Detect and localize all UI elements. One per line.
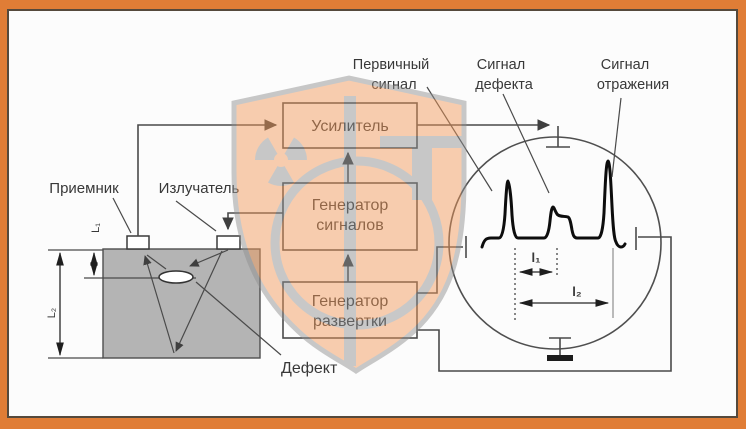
generator-to-emitter-wire xyxy=(222,212,283,231)
primary-signal-label-line1: Первичный xyxy=(353,57,429,73)
emitter-probe xyxy=(216,235,241,250)
receiver-label: Приемник xyxy=(49,180,119,197)
receiver-to-amplifier-wire xyxy=(137,119,278,236)
sweep-to-left-plate-wire xyxy=(417,246,463,294)
signal-generator-label-line2: сигналов xyxy=(316,217,383,234)
dimension-L1-label: L₁ xyxy=(90,223,102,233)
waveform-trace xyxy=(480,159,627,249)
reflection-signal-label-line1: Сигнал xyxy=(601,57,649,73)
amplifier-label: Усилитель xyxy=(311,118,389,135)
defect-signal-label-line1: Сигнал xyxy=(477,57,525,73)
ray-defect-to-receiver xyxy=(146,254,167,270)
crt-screen: l₁ l₂ xyxy=(417,119,672,372)
specimen-group: L₂ L₁ Приемник Излучатель Дефект xyxy=(46,180,338,377)
reflection-signal-label-line2: отражения xyxy=(597,77,669,93)
receiver-probe xyxy=(126,235,150,250)
ground-bar xyxy=(547,355,573,361)
probe-wiring xyxy=(137,119,283,236)
sweep-generator-label-line1: Генератор xyxy=(312,293,389,310)
signal-generator-label-line1: Генератор xyxy=(312,197,389,214)
defect-label: Дефект xyxy=(281,360,338,377)
reflection-signal-leader xyxy=(611,97,622,178)
ray-bottom-to-receiver xyxy=(143,255,175,354)
primary-signal-leader xyxy=(426,86,493,192)
crt-circle xyxy=(448,136,662,350)
emitter-leader xyxy=(175,200,217,232)
ray-emitter-to-defect xyxy=(189,249,229,267)
screen-annotations: Первичный сигнал Сигнал дефекта Сигнал о… xyxy=(353,57,669,194)
defect-signal-leader xyxy=(502,93,550,194)
emitter-label: Излучатель xyxy=(159,180,240,197)
primary-signal-label-line2: сигнал xyxy=(371,77,416,93)
sweep-generator-label-line2: развертки xyxy=(313,313,387,330)
block-diagram: Усилитель Генератор сигналов Генератор р… xyxy=(282,102,418,339)
receiver-leader xyxy=(112,197,132,234)
dimension-l1-label: l₁ xyxy=(532,250,541,265)
amplifier-box xyxy=(282,102,418,149)
defect-ellipse xyxy=(158,270,194,284)
ray-emitter-to-bottom xyxy=(175,250,223,352)
defect-signal-label-line2: дефекта xyxy=(475,77,534,93)
dimension-l2-label: l₂ xyxy=(572,284,582,299)
signal-generator-box xyxy=(282,182,418,251)
defect-leader-line xyxy=(195,281,282,356)
dimension-L2-label: L₂ xyxy=(46,308,58,318)
sweep-to-right-plate-wire xyxy=(417,236,672,372)
sweep-generator-box xyxy=(282,281,418,339)
specimen xyxy=(102,248,261,359)
